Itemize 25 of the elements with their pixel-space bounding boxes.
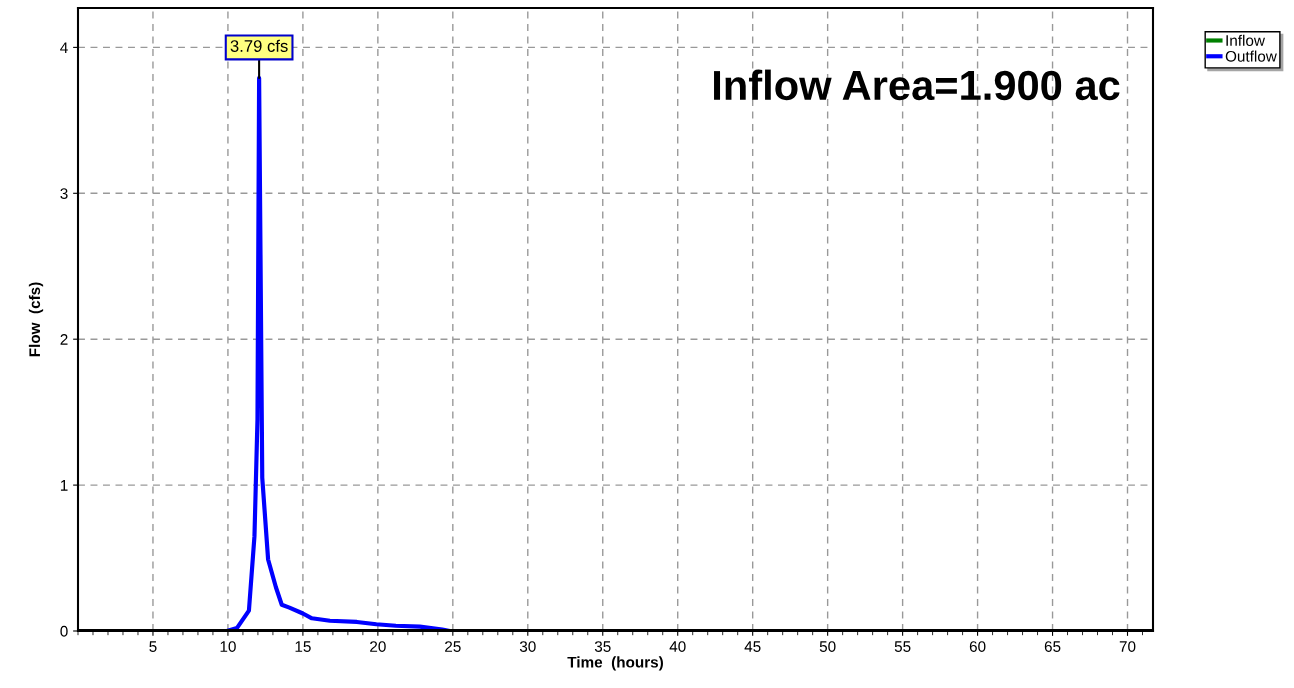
- x-tick-label: 40: [669, 641, 686, 652]
- y-tick-label: 0: [60, 625, 68, 637]
- x-tick-label: 35: [594, 641, 611, 652]
- x-tick-label: 55: [894, 641, 911, 652]
- x-tick-label: 60: [969, 641, 986, 652]
- y-tick-label: 2: [60, 334, 68, 345]
- annotation: Inflow Area=1.900 ac: [714, 69, 1120, 101]
- x-tick-label: 10: [220, 641, 236, 652]
- x-tick-label: 50: [819, 641, 836, 652]
- x-tick-label: 70: [1119, 641, 1136, 652]
- x-tick-label: 5: [149, 641, 157, 652]
- x-tick-label: 15: [295, 641, 311, 652]
- x-tick-label: 30: [519, 641, 536, 652]
- x-tick-label: 45: [744, 641, 761, 652]
- x-axis-title: Time (hours): [567, 656, 663, 671]
- legend-label: Inflow: [1226, 34, 1265, 46]
- annotation: 3.79 cfs: [230, 39, 288, 52]
- y-axis-title: Flow (cfs): [28, 282, 44, 357]
- y-tick-label: 1: [60, 480, 68, 491]
- legend-label: Outflow: [1225, 50, 1277, 62]
- x-tick-label: 20: [370, 641, 386, 652]
- y-tick-label: 3: [60, 188, 68, 199]
- x-tick-label: 25: [445, 641, 461, 652]
- y-tick-label: 4: [60, 42, 68, 53]
- x-tick-label: 65: [1044, 641, 1061, 652]
